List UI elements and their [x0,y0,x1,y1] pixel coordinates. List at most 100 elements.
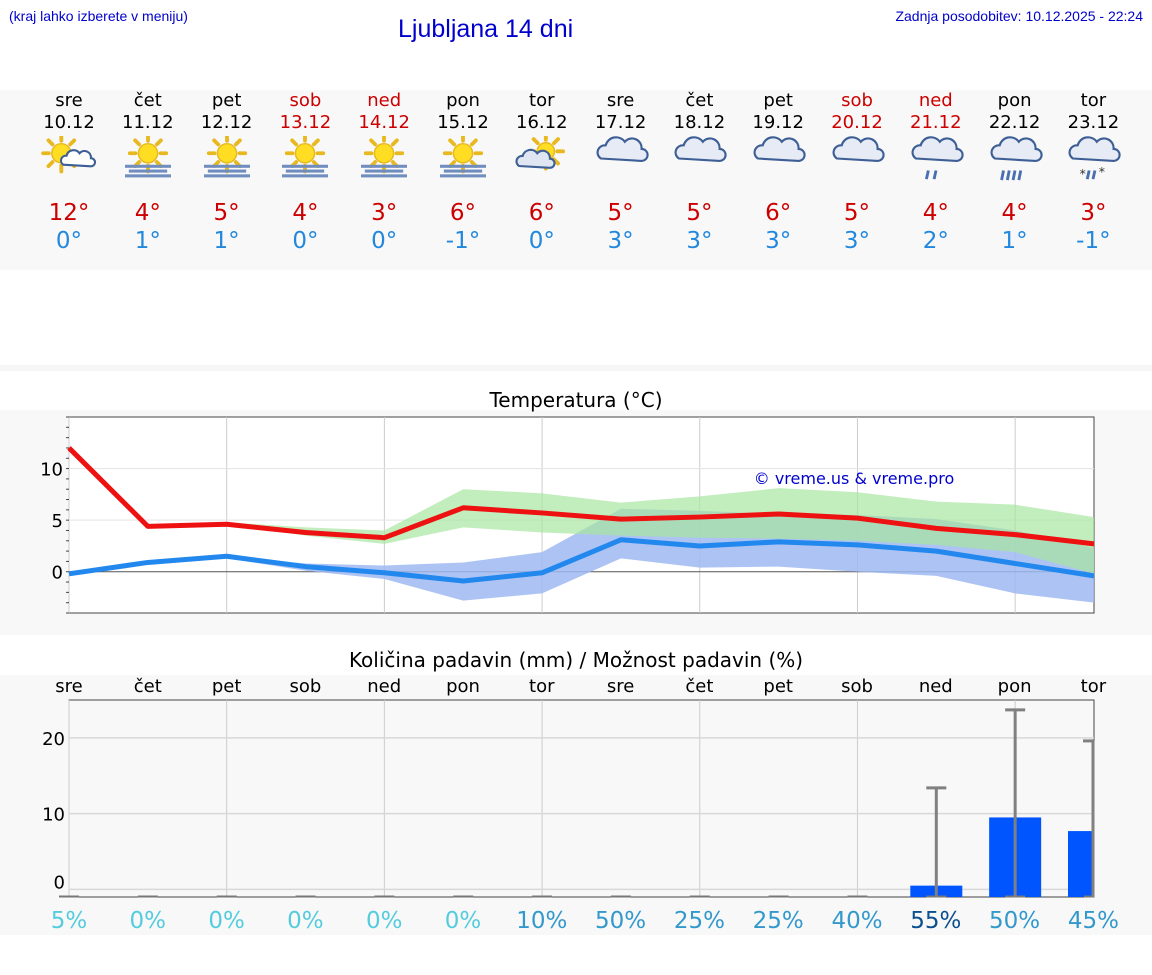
min-temp: 3° [765,228,792,254]
day-name: čet [133,90,162,111]
day-name: čet [685,90,714,111]
partly-cloudy-icon [515,136,565,171]
cloud-icon [753,136,806,162]
day-date: 14.12 [358,112,410,133]
day-name: pon [446,90,480,111]
precip-plot-area [68,699,1095,898]
x-category-label: pet [763,676,793,697]
max-temp: 4° [1001,200,1028,226]
precip-probability: 0% [445,908,482,934]
day-column: sre 17.12 5° 3° [581,90,661,270]
cloud-icon [674,136,728,162]
sun-fog-icon [282,136,329,178]
precip-probability: 50% [595,908,646,934]
max-temp: 5° [213,200,240,226]
x-category-label: pon [446,676,480,697]
x-category-label: pon [998,676,1032,697]
day-column: pet 12.12 5° 1° [187,90,267,270]
day-date: 16.12 [516,112,568,133]
day-name: pet [211,90,242,111]
precip-probability: 50% [989,908,1040,934]
max-temp: 4° [922,200,949,226]
max-temp: 4° [292,200,319,226]
min-temp: 2° [922,228,949,254]
max-temp: 3° [1080,200,1107,226]
day-date: 23.12 [1067,112,1120,133]
y-tick-label: 0 [52,563,63,584]
max-temp-range-band [69,447,1094,574]
city-hint-link[interactable]: (kraj lahko izberete v meniju) [9,8,188,24]
day-column: sre 10.12 12° 0° [29,90,109,270]
x-category-label: sre [55,676,82,697]
day-name: ned [367,90,402,111]
day-date: 22.12 [988,112,1041,133]
svg-text:*: * [1080,166,1086,181]
x-category-label: tor [529,676,555,697]
min-temp: 0° [371,228,398,254]
x-category-label: čet [685,676,713,697]
page-title: Ljubljana 14 dni [398,15,574,43]
day-date: 15.12 [437,112,489,133]
watermark: © vreme.us & vreme.pro [754,469,955,488]
sun-fog-icon [124,136,171,178]
x-category-label: sob [289,676,321,697]
day-date: 19.12 [752,112,804,133]
precip-probability: 0% [208,908,245,934]
separator [0,365,1152,371]
day-column: pon 15.12 6° -1° [423,90,503,270]
max-temp: 6° [765,200,792,226]
cloud-heavy-rain-icon [990,136,1043,181]
day-date: 10.12 [43,112,95,133]
y-tick-label: 5 [52,511,63,532]
max-temp: 6° [528,200,555,226]
precip-probability: 0% [287,908,324,934]
sun-fog-icon [440,136,486,178]
day-column: pet 19.12 6° 3° [738,90,818,270]
max-temp: 3° [371,200,398,226]
x-category-label: sre [607,676,634,697]
cloud-rain-icon [911,136,964,180]
day-date: 18.12 [673,112,726,133]
day-column: tor 16.12 6° 0° [502,90,582,270]
precip-chart-title: Količina padavin (mm) / Možnost padavin … [348,648,804,672]
day-column: čet 11.12 4° 1° [108,90,188,270]
max-temp: 12° [48,200,90,226]
day-date: 12.12 [200,112,253,133]
min-temp-line [68,537,1095,584]
x-category-label: čet [134,676,162,697]
sun-fog-icon [361,136,408,178]
day-date: 11.12 [122,112,174,133]
x-category-label: ned [367,676,401,697]
precip-probability: 5% [51,908,88,934]
precip-bar [1068,831,1094,897]
min-temp: 3° [686,228,713,254]
min-temp: 0° [292,228,319,254]
precip-probability: 40% [831,908,882,934]
day-column: ned 21.12 4° 2° [896,90,976,270]
y-tick-label: 0 [54,872,65,893]
x-category-label: ned [919,676,953,697]
cloud-icon [832,136,885,162]
precip-probability: 55% [910,908,961,934]
y-tick-label: 10 [40,460,63,481]
y-tick-label: 10 [42,805,65,826]
day-name: ned [918,90,953,111]
sun-fog-icon [203,136,250,178]
day-date: 20.12 [831,112,883,133]
min-temp: 3° [843,228,871,254]
day-date: 17.12 [594,112,647,133]
day-date: 21.12 [910,112,962,133]
precip-probability: 25% [753,908,804,934]
min-temp: 3° [607,228,634,254]
day-name: pet [763,90,793,111]
day-name: sre [55,90,83,111]
precip-probability: 25% [674,908,725,934]
day-column: tor 23.12 * * 3° -1° [1053,90,1133,270]
day-name: sob [841,90,873,111]
min-temp: -1° [445,228,481,254]
day-column: ned 14.12 3° 0° [344,90,424,270]
day-column: čet 18.12 5° 3° [659,90,739,270]
max-temp: 4° [134,200,161,226]
temp-chart-title: Temperatura (°C) [489,388,663,412]
max-temp-line [67,446,1095,547]
